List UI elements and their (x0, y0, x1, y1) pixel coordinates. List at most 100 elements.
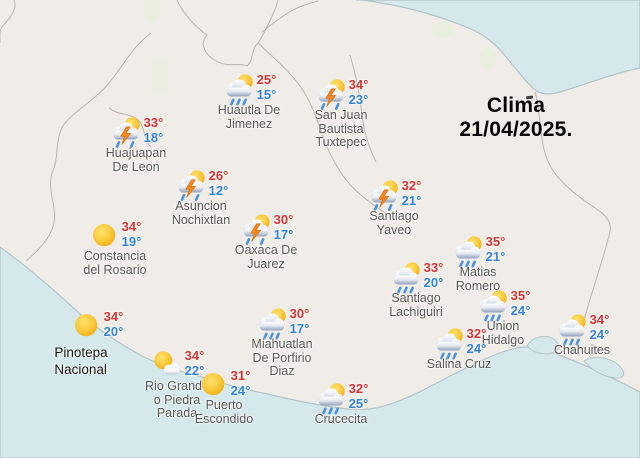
thunderstorm-sun-icon (367, 178, 401, 212)
rain-sun-icon (555, 312, 589, 346)
thunderstorm-sun-icon (239, 212, 273, 246)
station-weather: 34° 23° (314, 77, 369, 111)
temp-high: 34° (121, 219, 142, 234)
station-label: Matias Romero (455, 265, 501, 293)
station-label: Puerto Escondido (194, 398, 254, 426)
temp-low: 15° (256, 86, 277, 102)
station-label: Union Hidalgo (481, 319, 525, 347)
station-label: Rio Grande o Piedra Parada (145, 379, 209, 420)
station-temps: 26° 12° (209, 168, 229, 198)
station-weather: 33° 20° (389, 260, 444, 294)
station-temps: 33° 20° (424, 260, 444, 290)
station-oaxaca-de-juarez: 30° 17° Oaxaca De Juarez (201, 212, 331, 271)
temp-high: 35° (485, 234, 506, 249)
temp-low: 18° (143, 129, 164, 145)
station-weather: 34° 19° (89, 219, 142, 252)
map-marking (526, 95, 534, 100)
station-weather: 30° 17° (255, 306, 310, 340)
temp-high: 34° (589, 312, 610, 327)
temp-low: 20° (423, 274, 444, 290)
station-label: Asuncion Nochixtlan (171, 199, 231, 227)
station-weather: 26° 12° (174, 168, 229, 202)
station-label: Santiago Lachiguiri (389, 291, 443, 319)
station-label: Constancia del Rosario (83, 249, 147, 277)
station-weather: 32° 24° (432, 326, 487, 360)
station-label: Chahuites (553, 343, 611, 357)
temp-low: 24° (230, 382, 251, 398)
map-title: Clima (486, 94, 546, 117)
temp-high: 34° (103, 309, 124, 324)
station-matias-romero: 35° 21° Matias Romero (413, 234, 543, 293)
station-temps: 32° 21° (402, 178, 422, 208)
station-temps: 34° 19° (122, 219, 142, 249)
temp-low: 25° (348, 395, 369, 411)
station-rio-grande-o-piedra-parada: 34° 22° Rio Grande o Piedra Parada (112, 348, 242, 421)
temp-high: 30° (273, 212, 294, 227)
temp-low: 20° (103, 323, 124, 339)
station-temps: 34° 23° (349, 77, 369, 107)
rain-sun-icon (255, 306, 289, 340)
temp-low: 17° (273, 226, 294, 242)
station-temps: 34° 24° (590, 312, 610, 342)
temp-high: 26° (208, 168, 229, 183)
station-weather: 32° 25° (314, 381, 369, 415)
rain-sun-icon (222, 72, 256, 106)
station-label: Huautla De Jimenez (217, 103, 281, 131)
temp-low: 12° (208, 182, 229, 198)
station-puerto-escondido: 31° 24° Puerto Escondido (159, 368, 289, 426)
station-weather: 32° 21° (367, 178, 422, 212)
station-temps: 30° 17° (290, 306, 310, 336)
station-temps: 35° 24° (511, 288, 531, 318)
temp-high: 32° (466, 326, 487, 341)
station-weather: 33° 18° (109, 115, 164, 149)
temp-high: 33° (143, 115, 164, 130)
sun-icon (71, 310, 103, 342)
temp-low: 21° (485, 248, 506, 264)
station-huajuapan-de-leon: 33° 18° Huajuapan De Leon (71, 115, 201, 174)
temp-high: 34° (348, 77, 369, 92)
station-weather: 34° 24° (555, 312, 610, 346)
station-temps: 32° 25° (349, 381, 369, 411)
temp-low: 24° (589, 326, 610, 342)
station-santiago-yaveo: 32° 21° Santiago Yaveo (329, 178, 459, 237)
station-temps: 31° 24° (231, 368, 251, 398)
station-chahuites: 34° 24° Chahuites (517, 312, 640, 358)
station-label: Pinotepa Nacional (54, 345, 108, 377)
station-weather: 35° 24° (476, 288, 531, 322)
station-weather: 31° 24° (198, 368, 251, 401)
thunderstorm-sun-icon (174, 168, 208, 202)
station-temps: 33° 18° (144, 115, 164, 145)
temp-high: 33° (423, 260, 444, 275)
temp-high: 31° (230, 368, 251, 383)
station-label: Santiago Yaveo (369, 209, 419, 237)
station-weather: 30° 17° (239, 212, 294, 246)
temp-high: 25° (256, 72, 277, 87)
temp-high: 34° (184, 348, 205, 363)
temp-low: 21° (401, 192, 422, 208)
rain-sun-icon (314, 381, 348, 415)
station-temps: 30° 17° (274, 212, 294, 242)
station-label: Miahuatlan De Porfirio Diaz (251, 337, 313, 378)
temp-high: 35° (510, 288, 531, 303)
sun-icon (89, 220, 121, 252)
rain-sun-icon (389, 260, 423, 294)
station-union-hidalgo: 35° 24° Union Hidalgo (438, 288, 568, 347)
station-temps: 34° 20° (104, 309, 124, 339)
station-santiago-lachiguiri: 33° 20° Santiago Lachiguiri (351, 260, 481, 319)
temp-high: 32° (348, 381, 369, 396)
temp-high: 32° (401, 178, 422, 193)
thunderstorm-sun-icon (314, 77, 348, 111)
station-label: Huajuapan De Leon (105, 146, 167, 174)
station-salina-cruz: 32° 24° Salina Cruz (394, 326, 524, 372)
station-weather: 34° 22° (150, 348, 205, 382)
map-date: 21/04/2025. (459, 118, 573, 141)
map-title-block: Clima 21/04/2025. (425, 94, 607, 142)
temp-low: 22° (184, 362, 205, 378)
station-asuncion-nochixtlan: 26° 12° Asuncion Nochixtlan (136, 168, 266, 227)
gulf-water (355, 0, 640, 95)
temp-low: 19° (121, 233, 142, 249)
temp-low: 24° (466, 340, 487, 356)
station-weather: 25° 15° (222, 72, 277, 106)
station-constancia-del-rosario: 34° 19° Constancia del Rosario (50, 219, 180, 277)
